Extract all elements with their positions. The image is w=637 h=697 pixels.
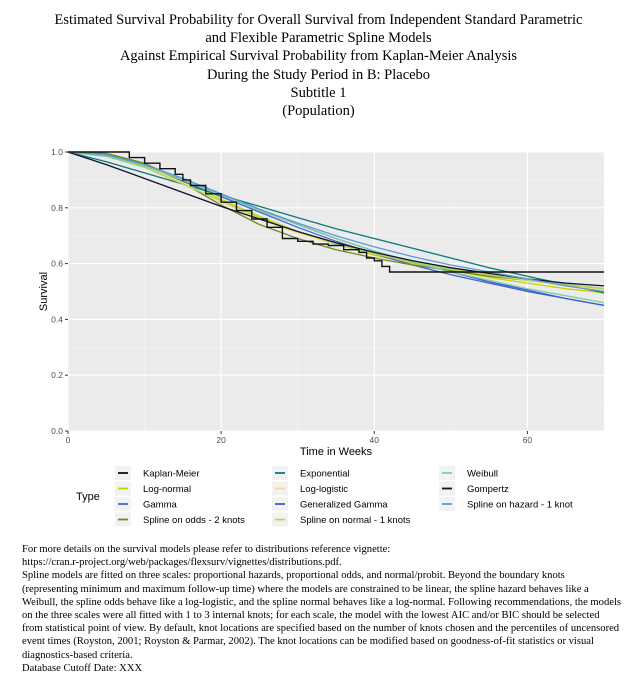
title-line-1: Estimated Survival Probability for Overa… — [54, 12, 583, 28]
series-line-exponential — [67, 151, 605, 294]
legend-label-kaplan-meier: Kaplan-Meier — [143, 469, 200, 480]
x-tick-label: 40 — [370, 435, 380, 445]
legend-title: Type — [76, 491, 100, 503]
legend-label-log-normal: Log-normal — [143, 484, 191, 495]
x-tick-label: 0 — [66, 435, 71, 445]
footnote-line-1: For more details on the survival models … — [22, 544, 391, 555]
footnote-line-2: https://cran.r-project.org/web/packages/… — [22, 557, 342, 569]
y-tick-label: 0.2 — [51, 370, 63, 380]
legend-label-weibull: Weibull — [467, 469, 498, 480]
chart-title: Estimated Survival Probability for Overa… — [0, 11, 637, 120]
x-axis-label: Time in Weeks — [300, 446, 373, 458]
legend: Kaplan-Meier Log-normal Gamma Spline on odd… — [115, 466, 573, 527]
footnote-line-4: Database Cutoff Date: XXX — [22, 662, 143, 674]
y-tick-label: 1.0 — [51, 147, 63, 157]
title-line-4: During the Study Period in B: Placebo — [206, 66, 431, 83]
legend-label-spline-on-normal-1-knots: Spline on normal - 1 knots — [300, 515, 411, 526]
title-line-6: (Population) — [282, 103, 355, 120]
x-tick-label: 20 — [216, 435, 226, 445]
y-tick-label: 0.8 — [51, 203, 63, 213]
legend-label-spline-on-hazard-1-knot: Spline on hazard - 1 knot — [467, 500, 573, 511]
series-line-kaplan-meier — [68, 151, 604, 273]
y-tick-label: 0.6 — [51, 259, 63, 269]
series-line-weibull — [67, 151, 605, 304]
title-line-5: Subtitle 1 — [290, 84, 347, 101]
series-line-spline-on-hazard-1-knot — [67, 151, 605, 293]
legend-label-spline-on-odds-2-knots: Spline on odds - 2 knots — [143, 515, 245, 526]
x-tick-label: 60 — [523, 435, 533, 445]
footnote: For more details on the survival models … — [22, 543, 622, 675]
legend-label-gompertz: Gompertz — [467, 484, 509, 495]
legend-label-log-logistic: Log-logistic — [300, 484, 348, 495]
legend-label-exponential: Exponential — [300, 469, 350, 480]
axis-ticks: 0 20 40 60 0.0 0.2 0.4 0.6 0.8 1.0 — [51, 147, 532, 445]
series-line-spline-on-normal-1-knots — [67, 151, 605, 290]
title-line-3: Against Empirical Survival Probability f… — [119, 48, 518, 65]
legend-label-gamma: Gamma — [143, 500, 178, 511]
title-line-2: and Flexible Parametric Spline Models — [205, 30, 432, 47]
y-tick-label: 0.0 — [51, 426, 63, 436]
legend-label-generalized-gamma: Generalized Gamma — [300, 500, 388, 511]
y-axis-label: Survival — [38, 272, 50, 311]
y-tick-label: 0.4 — [51, 314, 63, 324]
series-lines — [67, 151, 605, 307]
grid — [67, 151, 604, 432]
footnote-line-3: Spline models are fitted on three scales… — [22, 570, 622, 661]
survival-chart: 0 20 40 600.00.20.40.60.81.0 Time in Weeks … — [38, 147, 605, 527]
